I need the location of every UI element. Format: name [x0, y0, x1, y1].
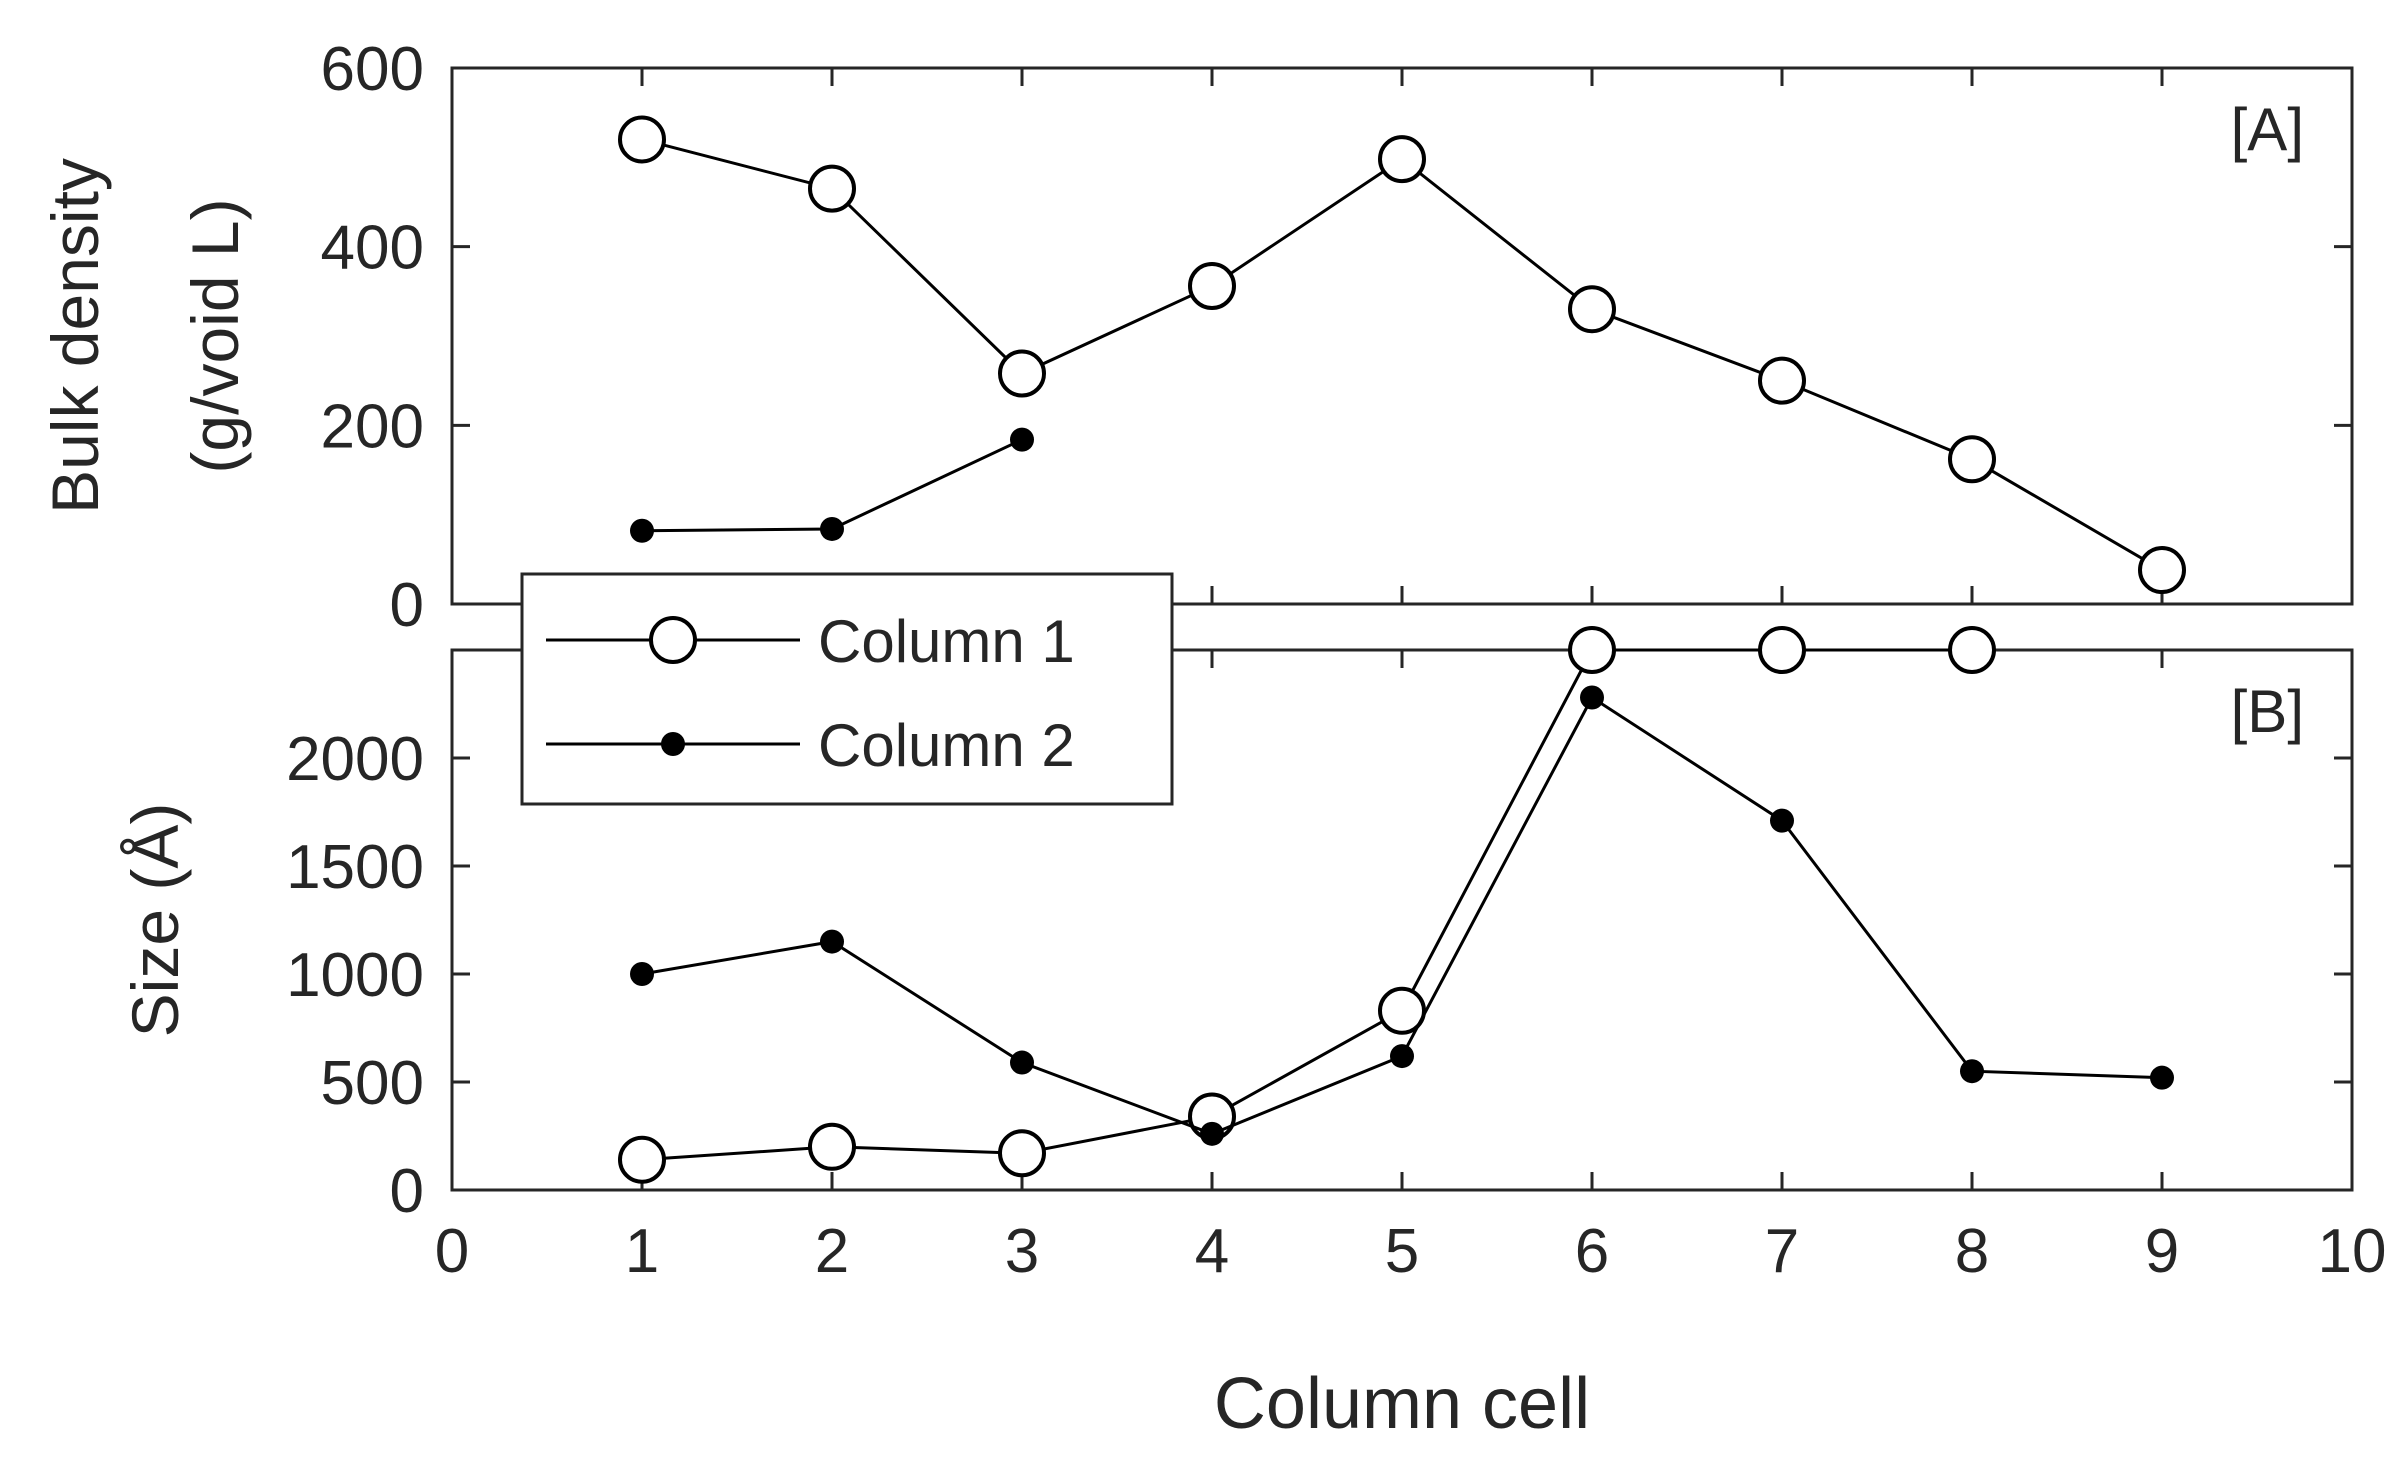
panel-a-point-column-1: [998, 349, 1046, 398]
x-tick-label: 8: [1955, 1217, 1989, 1286]
panel-a-point-column-2: [630, 518, 654, 543]
panel-b-y-tick-label: 0: [390, 1157, 424, 1226]
panel-a-point-column-1: [1568, 285, 1616, 334]
panel-a-point-column-1: [1758, 356, 1806, 405]
panel-b-point-column-2: [820, 929, 844, 954]
x-tick-label: 6: [1575, 1217, 1609, 1286]
panel-b-point-column-1: [618, 1135, 666, 1184]
panel-a-point-column-1: [1378, 135, 1426, 184]
panel-b-point-column-1: [1758, 626, 1806, 674]
legend-marker-open-circle: [649, 616, 697, 664]
panel-a-bulk-density: 0 200 400 600 [A] Bulk density (g/void L): [38, 35, 2354, 640]
panel-b-point-column-2: [1770, 808, 1794, 833]
panel-a-point-column-1: [618, 115, 666, 164]
legend: Column 1 Column 2: [520, 572, 1174, 806]
panel-b-y-tick-label: 2000: [286, 725, 424, 794]
legend-label-1: Column 1: [818, 608, 1075, 675]
panel-b-point-column-2: [1010, 1050, 1034, 1075]
panel-b-point-column-2: [1960, 1059, 1984, 1084]
panel-b-point-column-1: [808, 1122, 856, 1171]
panel-b-point-column-2: [2150, 1065, 2174, 1090]
panel-b-y-tick-label: 1000: [286, 941, 424, 1010]
x-tick-label: 3: [1005, 1217, 1039, 1286]
panel-a-tag: [A]: [2231, 96, 2304, 163]
x-tick-label: 10: [2318, 1217, 2387, 1286]
legend-marker-filled-dot: [661, 732, 685, 756]
panel-a-y-tick-label: 600: [321, 35, 424, 104]
x-tick-label: 9: [2145, 1217, 2179, 1286]
panel-a-point-column-1: [1948, 435, 1996, 484]
panel-b-point-column-1: [1568, 626, 1616, 674]
legend-label-2: Column 2: [818, 712, 1075, 779]
panel-a-point-column-1: [1188, 261, 1236, 310]
x-tick-label: 0: [435, 1217, 469, 1286]
panel-a-series-line-1: [641, 138, 2163, 572]
panel-b-y-tick-label: 500: [321, 1049, 424, 1118]
panel-b-size: 0 1 2 3 4 5 6 7 8 9 10 0 500 1000 1500 2000 [B] Size (Å) C…: [118, 626, 2387, 1444]
panel-b-point-column-2: [1390, 1044, 1414, 1069]
panel-b-point-column-1: [998, 1129, 1046, 1178]
panel-a-y-tick-label: 0: [390, 571, 424, 640]
x-tick-label: 2: [815, 1217, 849, 1286]
panel-b-point-column-2: [1200, 1121, 1224, 1146]
panel-b-tag: [B]: [2231, 678, 2304, 745]
panel-b-series-line-1: [641, 648, 1972, 1162]
panel-a-point-column-1: [808, 164, 856, 213]
x-axis-label: Column cell: [1214, 1364, 1590, 1444]
panel-b-y-tick-label: 1500: [286, 833, 424, 902]
x-tick-label: 1: [625, 1217, 659, 1286]
panel-a-ylabel: Bulk density: [38, 158, 112, 514]
panel-b-ylabel: Size (Å): [118, 803, 192, 1038]
panel-b-point-column-2: [1580, 685, 1604, 710]
x-tick-label: 7: [1765, 1217, 1799, 1286]
panel-b-point-column-2: [630, 962, 654, 986]
panel-a-point-column-1: [2138, 546, 2186, 595]
panel-a-ylabel-units: (g/void L): [178, 198, 252, 473]
panel-b-point-column-1: [1948, 626, 1996, 674]
legend-box: [520, 572, 1174, 806]
panel-a-point-column-2: [820, 516, 844, 541]
panel-a-y-tick-label: 200: [321, 392, 424, 461]
panel-a-y-tick-label: 400: [321, 214, 424, 283]
x-tick-label: 4: [1195, 1217, 1229, 1286]
panel-a-point-column-2: [1010, 427, 1034, 452]
panel-b-point-column-1: [1378, 986, 1426, 1035]
x-tick-label: 5: [1385, 1217, 1419, 1286]
